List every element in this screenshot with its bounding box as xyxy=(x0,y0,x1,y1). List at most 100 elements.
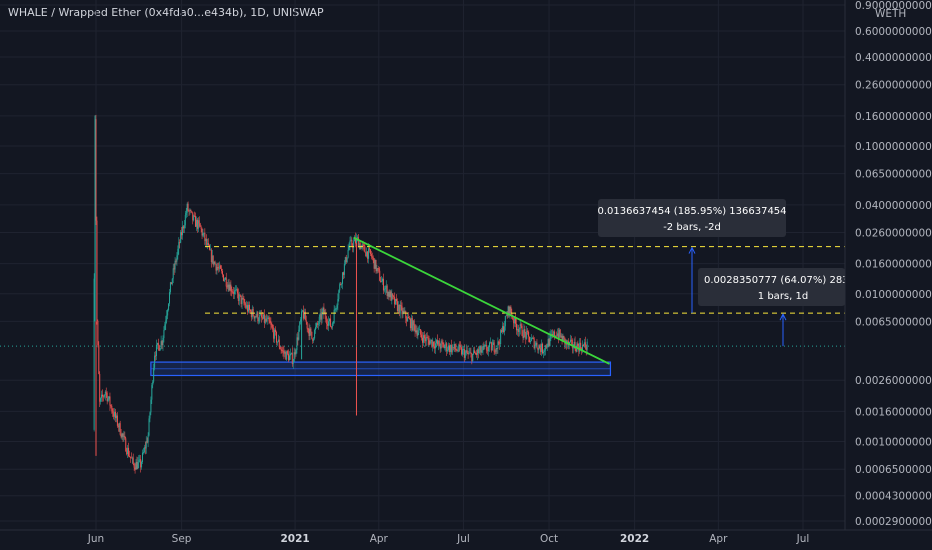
candle-body xyxy=(321,311,323,320)
price-tick-label: 0.0016000000 xyxy=(855,406,932,418)
candle-body xyxy=(487,350,489,352)
measure-box-1[interactable] xyxy=(598,199,786,237)
candle-body xyxy=(575,349,577,352)
candle-body xyxy=(152,381,154,386)
candle-body xyxy=(346,257,348,263)
candle-body xyxy=(246,305,248,308)
candle-body xyxy=(530,338,532,342)
candle-body xyxy=(458,344,460,351)
candle-body xyxy=(456,349,458,351)
candle-body xyxy=(93,278,95,430)
candle-body xyxy=(120,434,122,438)
candle-body xyxy=(370,253,372,257)
candle-body xyxy=(349,240,351,246)
candle-body xyxy=(286,351,288,360)
candle-body xyxy=(472,353,474,362)
time-axis[interactable]: Jun Sep 2021 Apr Jul Oct 2022 Apr Jul xyxy=(0,529,932,545)
candle-body xyxy=(297,337,299,340)
candle-body xyxy=(374,259,376,269)
candle-body xyxy=(300,319,302,322)
candle-body xyxy=(281,350,283,352)
candle-body xyxy=(579,342,581,352)
candle-body xyxy=(383,289,385,291)
trendline[interactable] xyxy=(353,236,610,365)
candle-body xyxy=(223,279,225,281)
candle-body xyxy=(328,321,330,326)
candle-series xyxy=(93,114,588,474)
candle-body xyxy=(395,298,397,302)
candle-body xyxy=(496,347,498,349)
candle-body xyxy=(197,220,199,229)
candle-body xyxy=(165,320,167,325)
candle-body xyxy=(361,244,363,246)
candle-body xyxy=(102,394,104,397)
candle-body xyxy=(325,313,327,320)
candle-body xyxy=(184,214,186,226)
candle-body xyxy=(471,353,473,362)
candle-body xyxy=(337,299,339,306)
candle-body xyxy=(562,336,564,342)
candle-body xyxy=(157,342,159,346)
candle-body xyxy=(222,274,224,281)
candle-body xyxy=(204,232,206,242)
candle-body xyxy=(261,314,263,318)
candle-body xyxy=(556,333,558,336)
candle-body xyxy=(280,348,282,351)
candle-body xyxy=(282,350,284,352)
candle-body xyxy=(248,304,250,312)
candle-body xyxy=(554,331,556,337)
candle-body xyxy=(250,311,252,318)
candle-body xyxy=(499,343,501,345)
candle-body xyxy=(583,342,585,346)
candle-body xyxy=(367,251,369,259)
candle-body xyxy=(515,316,517,324)
candle-body xyxy=(102,396,104,398)
candle-body xyxy=(108,396,110,399)
support-zone[interactable] xyxy=(150,361,612,377)
candle-body xyxy=(353,241,355,248)
candle-body xyxy=(475,353,477,355)
candle-body xyxy=(529,336,531,343)
candle-body xyxy=(196,219,198,229)
candle-body xyxy=(435,343,437,349)
candle-body xyxy=(171,278,173,285)
candle-body xyxy=(99,373,101,402)
candle-body xyxy=(454,344,456,350)
candle-body xyxy=(388,291,390,297)
candle-body xyxy=(222,271,224,275)
candle-body xyxy=(247,305,249,312)
candle-body xyxy=(306,322,308,329)
candle-body xyxy=(463,349,465,358)
candle-body xyxy=(296,337,298,350)
price-axis[interactable]: 0.9000000000 0.6000000000 0.4000000000 0.26… xyxy=(844,0,932,550)
candle-body xyxy=(482,345,484,351)
candle-body xyxy=(371,256,373,258)
candle-body xyxy=(168,292,170,304)
candle-body xyxy=(262,317,264,319)
candle-body xyxy=(498,341,500,344)
candle-body xyxy=(585,347,587,350)
price-tick-label: 0.1000000000 xyxy=(855,141,932,153)
trendline-line[interactable] xyxy=(353,236,610,365)
candle-body xyxy=(549,335,551,346)
candle-body xyxy=(219,265,221,269)
measurement-tools[interactable]: 0.0136637454 (185.95%) 136637454 -2 bars,… xyxy=(597,199,868,347)
candle-body xyxy=(221,268,223,272)
candle-body xyxy=(441,341,443,343)
candle-body xyxy=(309,328,311,337)
candle-body xyxy=(489,342,491,344)
candle-body xyxy=(187,203,189,211)
candle-body xyxy=(473,350,475,354)
price-tick-label: 0.0160000000 xyxy=(855,259,932,271)
candle-body xyxy=(202,233,204,236)
candle-body xyxy=(188,210,190,212)
candle-body xyxy=(198,220,200,224)
measure-box-2[interactable] xyxy=(698,268,845,306)
candle-body xyxy=(437,340,439,345)
candle-body xyxy=(271,324,273,328)
candle-body xyxy=(544,345,546,351)
candle-body xyxy=(191,211,193,213)
candle-body xyxy=(465,350,467,353)
candle-body xyxy=(205,238,207,242)
